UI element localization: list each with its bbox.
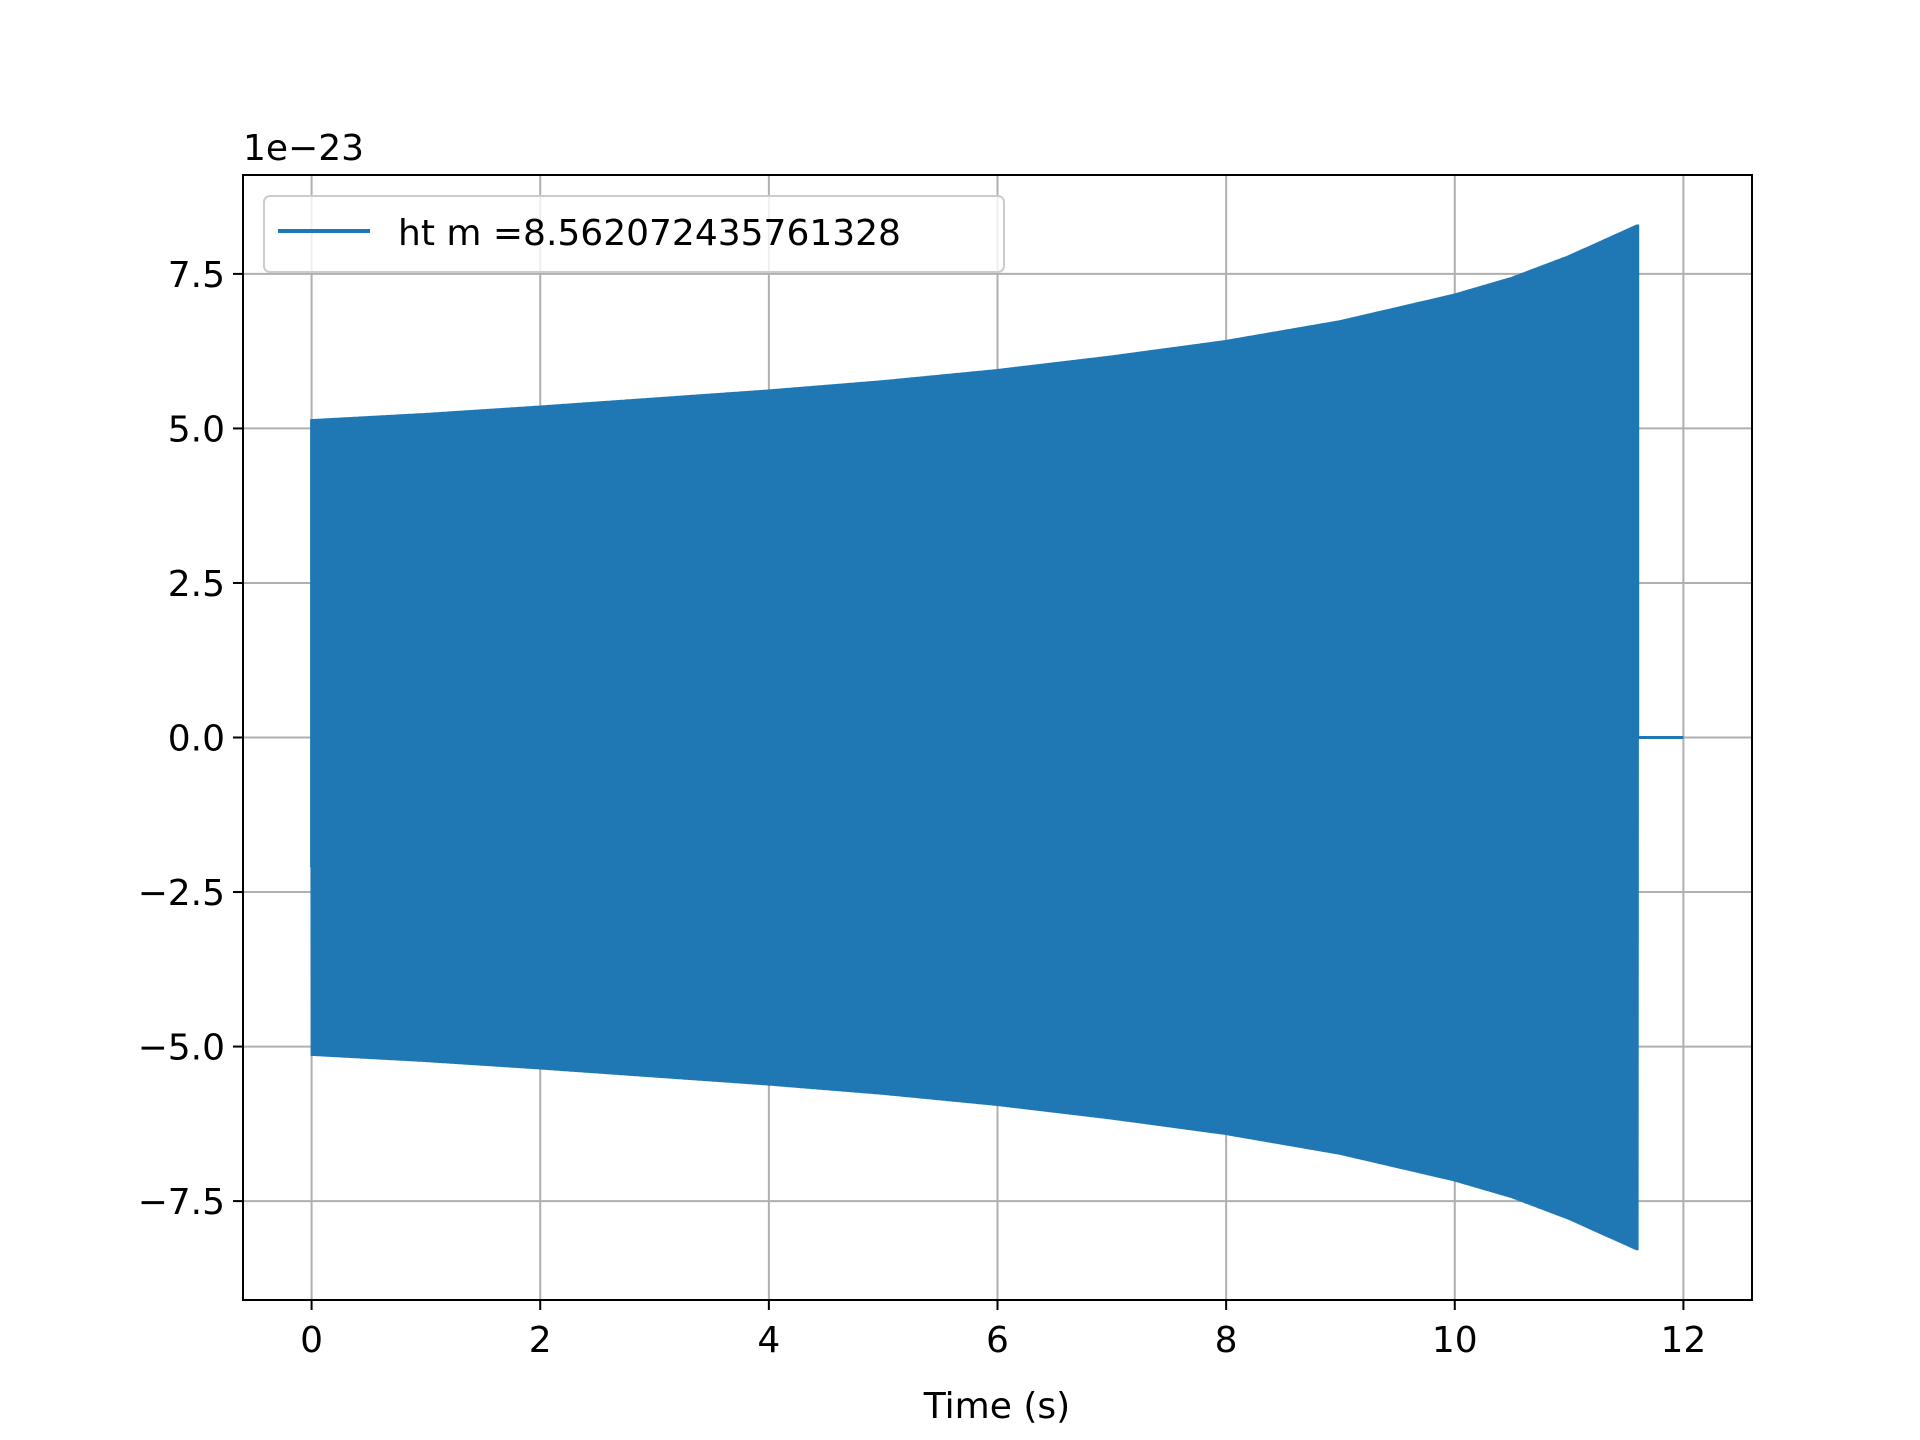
legend-box: [263, 195, 1005, 273]
y-tick-label: −2.5: [138, 873, 225, 914]
series-line: [310, 224, 1684, 1251]
x-tick-label: 6: [986, 1320, 1009, 1361]
x-tick-label: 8: [1215, 1320, 1238, 1361]
y-tick-label: −5.0: [138, 1028, 225, 1069]
y-tick-label: 5.0: [168, 409, 225, 450]
x-tick-label: 10: [1432, 1320, 1478, 1361]
x-tick-label: 2: [529, 1320, 552, 1361]
y-tick-label: 2.5: [168, 564, 225, 605]
x-axis-label: Time (s): [923, 1386, 1070, 1427]
series-layer: [310, 224, 1684, 1251]
x-tick-label: 0: [300, 1320, 323, 1361]
legend: ht m =8.562072435761328: [263, 195, 1005, 273]
y-tick-label: −7.5: [138, 1182, 225, 1223]
x-tick-label: 4: [757, 1320, 780, 1361]
y-tick-label: 0.0: [168, 719, 225, 760]
x-tick-label: 12: [1661, 1320, 1707, 1361]
y-offset-label: 1e−23: [243, 128, 364, 169]
y-tick-label: 7.5: [168, 255, 225, 296]
tick-layer: 0 2 4 6 8 10 12 −7.5 −5.0 −2.5 0.0 2.5 5.0 7.5: [138, 255, 1707, 1361]
legend-label: ht m =8.562072435761328: [398, 213, 901, 254]
